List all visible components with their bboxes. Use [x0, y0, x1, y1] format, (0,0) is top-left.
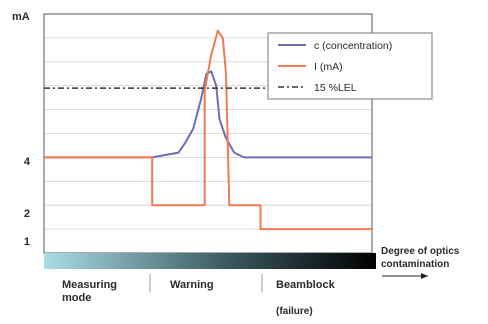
legend-label-current: I (mA): [314, 61, 343, 73]
legend-label-threshold: 15 %LEL: [314, 82, 357, 94]
region-label-failure: (failure): [276, 306, 313, 317]
legend: c (concentration) I (mA) 15 %LEL: [267, 32, 433, 100]
region-label-beamblock: Beamblock: [276, 279, 336, 291]
region-label-warning: Warning: [170, 279, 214, 291]
series-layer: [44, 29, 372, 231]
contamination-label: Degree of optics contamination: [381, 246, 462, 270]
contamination-gradient-bar: [44, 253, 376, 269]
legend-label-concentration: c (concentration): [314, 40, 392, 52]
series-line-current: [44, 29, 372, 231]
region-label-measuring: Measuring mode: [62, 279, 120, 304]
y-tick-label: 2: [24, 208, 30, 220]
y-axis-label: mA: [12, 11, 30, 23]
y-tick-label: 1: [24, 236, 30, 248]
y-tick-label: 4: [24, 156, 31, 168]
